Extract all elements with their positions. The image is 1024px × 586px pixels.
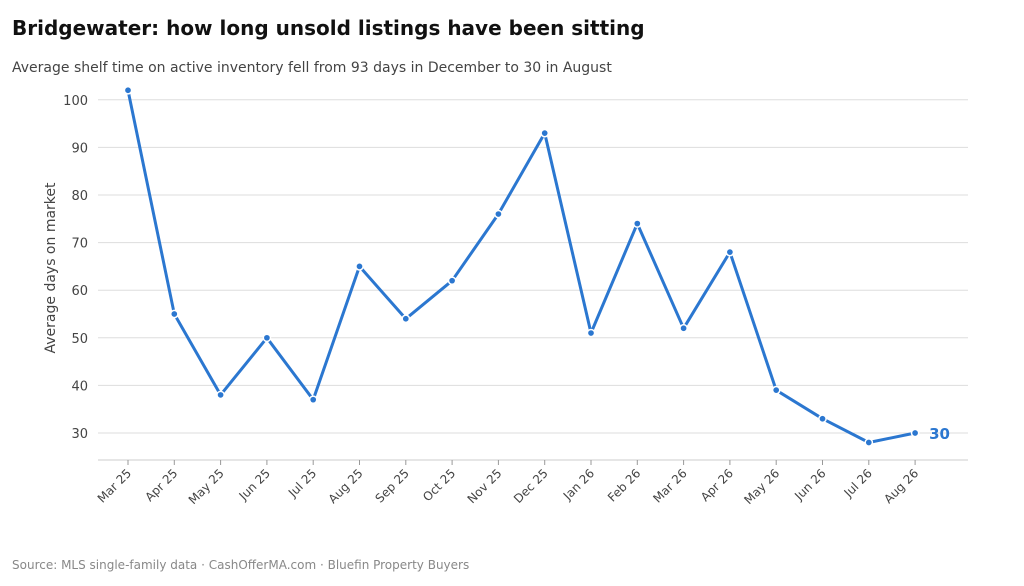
x-tick-label: Jul 25 bbox=[285, 466, 319, 500]
source-note: Source: MLS single-family data · CashOff… bbox=[12, 558, 470, 572]
data-point bbox=[632, 219, 642, 228]
y-tick-label: 80 bbox=[71, 189, 88, 204]
x-tick-label: Mar 25 bbox=[95, 466, 134, 505]
data-point bbox=[447, 276, 457, 286]
axes: 30 40 50 60 70 80 90 100 Average days on market M… bbox=[43, 94, 968, 507]
data-point bbox=[586, 328, 596, 338]
chart-title: Bridgewater: how long unsold listings ha… bbox=[12, 16, 645, 40]
data-point bbox=[679, 323, 688, 333]
x-tick-label: Oct 25 bbox=[420, 466, 458, 504]
y-tick-label: 50 bbox=[71, 332, 88, 347]
data-point bbox=[540, 128, 550, 138]
y-tick-label: 100 bbox=[63, 94, 88, 109]
data-point bbox=[169, 309, 179, 319]
data-point bbox=[216, 390, 225, 400]
x-tick-label: May 25 bbox=[186, 466, 227, 507]
data-point bbox=[262, 333, 272, 343]
x-tick-label: Nov 25 bbox=[465, 466, 505, 506]
end-value-label: 30 bbox=[929, 425, 950, 443]
x-tick-label: Dec 25 bbox=[511, 466, 551, 506]
y-tick-label: 30 bbox=[71, 427, 88, 442]
x-tick-label: Sep 25 bbox=[373, 466, 412, 505]
y-tick-label: 70 bbox=[71, 237, 88, 252]
x-tick-label: Jun 26 bbox=[791, 466, 828, 503]
data-point bbox=[123, 85, 133, 95]
x-tick-label: Apr 26 bbox=[698, 466, 736, 504]
data-point bbox=[355, 262, 364, 271]
series bbox=[123, 85, 920, 447]
x-tick-label: Jul 26 bbox=[841, 466, 875, 500]
series-line bbox=[126, 88, 917, 444]
y-axis-title: Average days on market bbox=[43, 182, 59, 354]
x-tick-label: Apr 25 bbox=[142, 466, 180, 504]
data-point bbox=[910, 428, 920, 438]
y-tick-label: 40 bbox=[71, 379, 88, 394]
x-tick-label: Jun 25 bbox=[236, 466, 273, 503]
y-tick-label: 90 bbox=[71, 141, 88, 156]
y-tick-label: 60 bbox=[71, 284, 88, 299]
chart-subtitle: Average shelf time on active inventory f… bbox=[12, 60, 612, 76]
data-point bbox=[401, 314, 411, 324]
data-point bbox=[818, 414, 827, 424]
data-point bbox=[771, 385, 781, 395]
data-point bbox=[308, 395, 318, 405]
data-point bbox=[864, 438, 874, 447]
labels: 30 bbox=[929, 425, 950, 443]
data-point bbox=[494, 209, 503, 219]
x-tick-label: Jan 26 bbox=[560, 466, 597, 503]
x-tick-label: Mar 26 bbox=[650, 466, 689, 505]
x-tick-label: Feb 26 bbox=[605, 466, 643, 504]
data-point bbox=[725, 247, 735, 257]
gridlines bbox=[98, 99, 968, 434]
x-tick-label: Aug 26 bbox=[881, 466, 921, 506]
x-tick-label: Aug 25 bbox=[326, 466, 366, 506]
x-tick-label: May 26 bbox=[741, 466, 782, 507]
